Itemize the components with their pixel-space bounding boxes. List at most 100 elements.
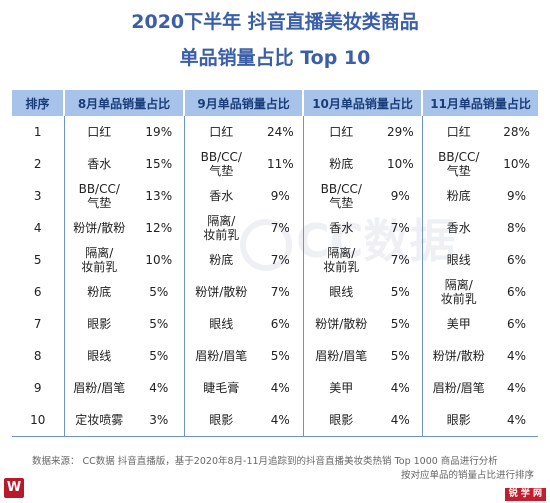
share-percent-cell: 4% xyxy=(134,372,185,404)
product-name-cell: 口红 xyxy=(329,125,354,139)
header-nov: 11月单品销量占比 xyxy=(421,90,539,116)
product-name-cell: 睫毛膏 xyxy=(203,381,240,395)
product-name-cell: 眼线 xyxy=(446,253,471,267)
share-percent-cell: 6% xyxy=(258,308,304,340)
product-name-cell: 粉饼/散粉 xyxy=(315,317,368,331)
table-row: 8 眼线 5% 眉粉/眉笔 5% 眉粉/眉笔 5% 粉饼/散粉 4% xyxy=(12,340,538,372)
share-percent-cell: 5% xyxy=(258,340,304,372)
share-percent-cell: 13% xyxy=(134,180,185,212)
product-name-cell: BB/CC/气垫 xyxy=(78,182,120,210)
product-name-cell: 眼影 xyxy=(184,404,259,437)
share-percent-cell: 15% xyxy=(134,148,185,180)
rank-cell: 4 xyxy=(12,212,65,244)
share-percent-cell: 4% xyxy=(495,404,539,437)
share-percent-cell: 3% xyxy=(134,404,185,437)
product-name-cell: BB/CC/气垫 xyxy=(438,150,480,178)
product-name-cell: 眉粉/眉笔 xyxy=(73,381,126,395)
product-name-cell: 美甲 xyxy=(329,381,354,395)
product-name-cell: 粉底 xyxy=(209,253,234,267)
product-name-cell: 口红 xyxy=(87,125,112,139)
share-percent-cell: 4% xyxy=(258,404,304,437)
share-percent-cell: 4% xyxy=(379,372,423,404)
table-row: 7 眼影 5% 眼线 6% 粉饼/散粉 5% 美甲 6% xyxy=(12,308,538,340)
share-percent-cell: 6% xyxy=(507,285,527,299)
rank-cell: 3 xyxy=(12,180,65,212)
page-subtitle: 单品销量占比 Top 10 xyxy=(179,47,371,69)
share-percent-cell: 4% xyxy=(507,349,527,363)
product-name-cell: 眉粉/眉笔 xyxy=(315,349,368,363)
share-percent-cell: 6% xyxy=(507,317,527,331)
product-name-cell: 眉粉/眉笔 xyxy=(432,381,485,395)
table-row: 9 眉粉/眉笔 4% 睫毛膏 4% 美甲 4% 眉粉/眉笔 4% xyxy=(12,372,538,404)
share-percent-cell: 6% xyxy=(507,253,527,267)
table-row: 6 粉底 5% 粉饼/散粉 7% 眼线 5% 隔离/妆前乳 6% xyxy=(12,276,538,308)
share-percent-cell: 24% xyxy=(258,116,304,148)
table-body: 1 口红 19% 口红 24% 口红 29% 口红 28% 2 香水 15% BB/CC/气垫 11% 粉底… xyxy=(12,116,539,437)
share-percent-cell: 4% xyxy=(258,372,304,404)
brand-logo-left: W xyxy=(4,478,24,498)
rank-cell: 2 xyxy=(12,148,65,180)
product-name-cell: 眉粉/眉笔 xyxy=(195,349,248,363)
share-percent-cell: 9% xyxy=(258,180,304,212)
rank-cell: 7 xyxy=(12,308,65,340)
share-percent-cell: 5% xyxy=(134,276,185,308)
product-name-cell: 眼影 xyxy=(422,404,496,437)
product-name-cell: 粉饼/散粉 xyxy=(73,221,126,235)
share-percent-cell: 10% xyxy=(379,148,423,180)
share-percent-cell: 28% xyxy=(503,125,530,139)
product-name-cell: 美甲 xyxy=(446,317,471,331)
rank-cell: 5 xyxy=(12,244,65,276)
product-name-cell: 眼线 xyxy=(209,317,234,331)
share-percent-cell: 7% xyxy=(258,212,304,244)
table-row: 5 隔离/妆前乳 10% 粉底 7% 隔离/妆前乳 7% 眼线 6% xyxy=(12,244,538,276)
share-percent-cell: 9% xyxy=(379,180,423,212)
product-name-cell: 隔离/妆前乳 xyxy=(203,214,240,242)
product-name-cell: 隔离/妆前乳 xyxy=(81,246,118,274)
share-percent-cell: 7% xyxy=(258,244,304,276)
share-percent-cell: 10% xyxy=(134,244,185,276)
product-name-cell: 眼影 xyxy=(87,317,112,331)
share-percent-cell: 5% xyxy=(379,308,423,340)
footer-note: 按对应单品的销量占比进行排序 xyxy=(400,470,534,481)
product-name-cell: 口红 xyxy=(446,125,471,139)
product-name-cell: 粉底 xyxy=(87,285,112,299)
product-name-cell: 粉底 xyxy=(329,157,354,171)
share-percent-cell: 9% xyxy=(507,189,527,203)
product-name-cell: 粉饼/散粉 xyxy=(432,349,485,363)
rank-cell: 10 xyxy=(12,404,65,437)
share-percent-cell: 10% xyxy=(503,157,530,171)
share-percent-cell: 19% xyxy=(134,116,185,148)
product-name-cell: 香水 xyxy=(87,157,112,171)
table-header-row: 排序 8月单品销量占比 9月单品销量占比 10月单品销量占比 11月单品销量占比 xyxy=(12,90,539,116)
product-name-cell: 隔离/妆前乳 xyxy=(440,278,477,306)
product-name-cell: 隔离/妆前乳 xyxy=(323,246,360,274)
product-name-cell: 眼影 xyxy=(303,404,380,437)
share-percent-cell: 5% xyxy=(379,340,423,372)
header-oct: 10月单品销量占比 xyxy=(302,90,423,116)
share-percent-cell: 4% xyxy=(507,381,527,395)
share-percent-cell: 4% xyxy=(379,404,423,437)
share-percent-cell: 7% xyxy=(379,212,423,244)
ranking-table: 排序 8月单品销量占比 9月单品销量占比 10月单品销量占比 11月单品销量占比… xyxy=(12,90,539,437)
product-name-cell: 眼线 xyxy=(87,349,112,363)
share-percent-cell: 11% xyxy=(258,148,304,180)
share-percent-cell: 5% xyxy=(134,340,185,372)
product-name-cell: 粉饼/散粉 xyxy=(195,285,248,299)
product-name-cell: 眼线 xyxy=(329,285,354,299)
rank-cell: 6 xyxy=(12,276,65,308)
rank-cell: 8 xyxy=(12,340,65,372)
header-rank: 排序 xyxy=(12,90,64,116)
footer-source: 数据来源： CC数据 抖音直播版，基于2020年8月-11月追踪到的抖音直播美妆… xyxy=(32,456,498,467)
brand-logo-right: 锐 学 网 xyxy=(504,488,546,501)
product-name-cell: 定妆喷雾 xyxy=(64,404,134,437)
share-percent-cell: 29% xyxy=(379,116,423,148)
share-percent-cell: 7% xyxy=(379,244,423,276)
table-row: 10 定妆喷雾 3% 眼影 4% 眼影 4% 眼影 4% xyxy=(12,404,539,437)
rank-cell: 9 xyxy=(12,372,65,404)
product-name-cell: BB/CC/气垫 xyxy=(200,150,242,178)
table-row: 2 香水 15% BB/CC/气垫 11% 粉底 10% BB/CC/气垫 10% xyxy=(12,148,538,180)
header-sep: 9月单品销量占比 xyxy=(183,90,304,116)
share-percent-cell: 12% xyxy=(134,212,185,244)
share-percent-cell: 7% xyxy=(258,276,304,308)
product-name-cell: 香水 xyxy=(446,221,471,235)
